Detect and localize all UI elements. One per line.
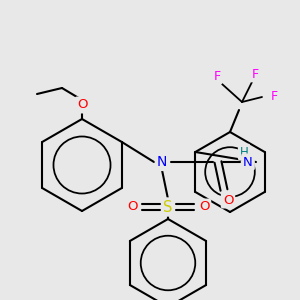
Text: S: S (163, 200, 173, 214)
Text: O: O (199, 200, 209, 214)
Text: N: N (157, 155, 167, 169)
Text: F: F (213, 70, 220, 83)
Text: N: N (243, 155, 253, 169)
Text: H: H (240, 146, 248, 158)
Text: O: O (127, 200, 137, 214)
Text: F: F (251, 68, 259, 80)
Text: F: F (270, 91, 278, 103)
Text: O: O (77, 98, 87, 112)
Text: O: O (223, 194, 233, 206)
